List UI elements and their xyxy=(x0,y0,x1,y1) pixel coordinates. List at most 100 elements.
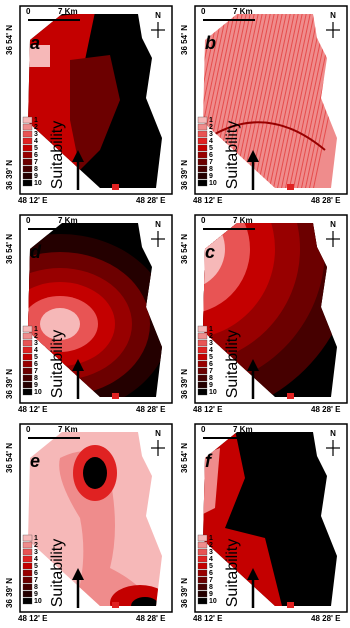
legend-swatch xyxy=(23,591,32,597)
legend-label: 5 xyxy=(34,563,38,570)
legend-swatch xyxy=(198,368,207,374)
legend-swatch xyxy=(198,173,207,179)
legend-swatch xyxy=(198,124,207,130)
legend-swatch xyxy=(198,145,207,151)
legend-label: 3 xyxy=(34,131,38,138)
legend-label: 2 xyxy=(209,542,213,549)
legend-label: 5 xyxy=(34,354,38,361)
legend-swatch xyxy=(23,124,32,130)
lat-top: 36 54' N xyxy=(5,443,14,473)
scale-start: 0 xyxy=(201,7,206,16)
legend-label: 8 xyxy=(209,375,213,382)
scale-start: 0 xyxy=(201,425,206,434)
legend-label: 8 xyxy=(209,584,213,591)
legend-swatch xyxy=(23,159,32,165)
lon-right: 48 28' E xyxy=(136,196,166,205)
legend-swatch xyxy=(198,584,207,590)
panel-label: d xyxy=(30,242,42,262)
legend-label: 4 xyxy=(209,347,213,354)
legend-label: 7 xyxy=(34,159,38,166)
legend-label: 9 xyxy=(34,173,38,180)
legend-swatch xyxy=(198,382,207,388)
lon-right: 48 28' E xyxy=(136,614,166,623)
legend-title: Suitability xyxy=(224,121,241,189)
legend-label: 9 xyxy=(209,382,213,389)
scale-start: 0 xyxy=(26,216,31,225)
legend-label: 5 xyxy=(209,563,213,570)
legend-label: 8 xyxy=(209,166,213,173)
north-label: N xyxy=(330,429,336,438)
legend-swatch xyxy=(198,598,207,604)
legend-label: 1 xyxy=(209,326,213,333)
legend-label: 2 xyxy=(209,333,213,340)
legend-label: 5 xyxy=(209,145,213,152)
legend-label: 6 xyxy=(34,361,38,368)
marker xyxy=(112,184,119,190)
lat-top: 36 54' N xyxy=(5,234,14,264)
legend-title: Suitability xyxy=(49,121,66,189)
scale-start: 0 xyxy=(26,425,31,434)
north-label: N xyxy=(155,429,161,438)
legend-label: 2 xyxy=(34,333,38,340)
map-panel: 07 KmNf36 54' N36 39' N48 12' E48 28' E1… xyxy=(175,418,350,627)
legend-swatch xyxy=(23,117,32,123)
lon-left: 48 12' E xyxy=(18,405,48,414)
lon-left: 48 12' E xyxy=(193,405,223,414)
legend-label: 9 xyxy=(209,591,213,598)
legend-label: 4 xyxy=(34,347,38,354)
legend-swatch xyxy=(23,347,32,353)
legend-swatch xyxy=(23,389,32,395)
legend-swatch xyxy=(198,535,207,541)
lon-right: 48 28' E xyxy=(311,196,341,205)
panel-label: e xyxy=(30,451,40,471)
legend-label: 3 xyxy=(34,549,38,556)
legend-swatch xyxy=(23,166,32,172)
scale-end: 7 Km xyxy=(233,7,253,16)
legend-label: 6 xyxy=(34,570,38,577)
legend-label: 1 xyxy=(34,117,38,124)
legend-swatch xyxy=(23,145,32,151)
legend-swatch xyxy=(198,556,207,562)
legend-swatch xyxy=(23,131,32,137)
legend-swatch xyxy=(198,563,207,569)
lon-left: 48 12' E xyxy=(18,196,48,205)
legend-swatch xyxy=(198,347,207,353)
legend-swatch xyxy=(23,138,32,144)
legend-swatch xyxy=(198,117,207,123)
legend-label: 7 xyxy=(209,159,213,166)
legend-swatch xyxy=(23,577,32,583)
legend-label: 8 xyxy=(34,584,38,591)
lon-left: 48 12' E xyxy=(193,196,223,205)
lat-bottom: 36 39' N xyxy=(180,160,189,190)
legend-swatch xyxy=(198,166,207,172)
legend-swatch xyxy=(198,570,207,576)
lat-top: 36 54' N xyxy=(180,443,189,473)
lat-bottom: 36 39' N xyxy=(5,578,14,608)
legend-title: Suitability xyxy=(224,330,241,398)
legend-title: Suitability xyxy=(224,539,241,607)
panel-label: b xyxy=(205,33,216,53)
legend-swatch xyxy=(23,333,32,339)
legend-swatch xyxy=(198,354,207,360)
legend-swatch xyxy=(198,591,207,597)
legend-label: 10 xyxy=(209,389,217,396)
legend-swatch xyxy=(23,556,32,562)
legend-swatch xyxy=(23,584,32,590)
legend-label: 6 xyxy=(209,570,213,577)
legend-swatch xyxy=(198,549,207,555)
lat-bottom: 36 39' N xyxy=(5,160,14,190)
legend-label: 8 xyxy=(34,166,38,173)
lat-top: 36 54' N xyxy=(5,25,14,55)
legend-label: 3 xyxy=(209,340,213,347)
legend-label: 7 xyxy=(34,577,38,584)
marker xyxy=(287,184,294,190)
panel-label: a xyxy=(30,33,40,53)
legend-title: Suitability xyxy=(49,330,66,398)
north-label: N xyxy=(155,220,161,229)
legend-label: 1 xyxy=(34,535,38,542)
legend-label: 7 xyxy=(209,368,213,375)
legend-swatch xyxy=(198,326,207,332)
lon-right: 48 28' E xyxy=(311,405,341,414)
legend-label: 5 xyxy=(34,145,38,152)
scale-end: 7 Km xyxy=(58,7,78,16)
